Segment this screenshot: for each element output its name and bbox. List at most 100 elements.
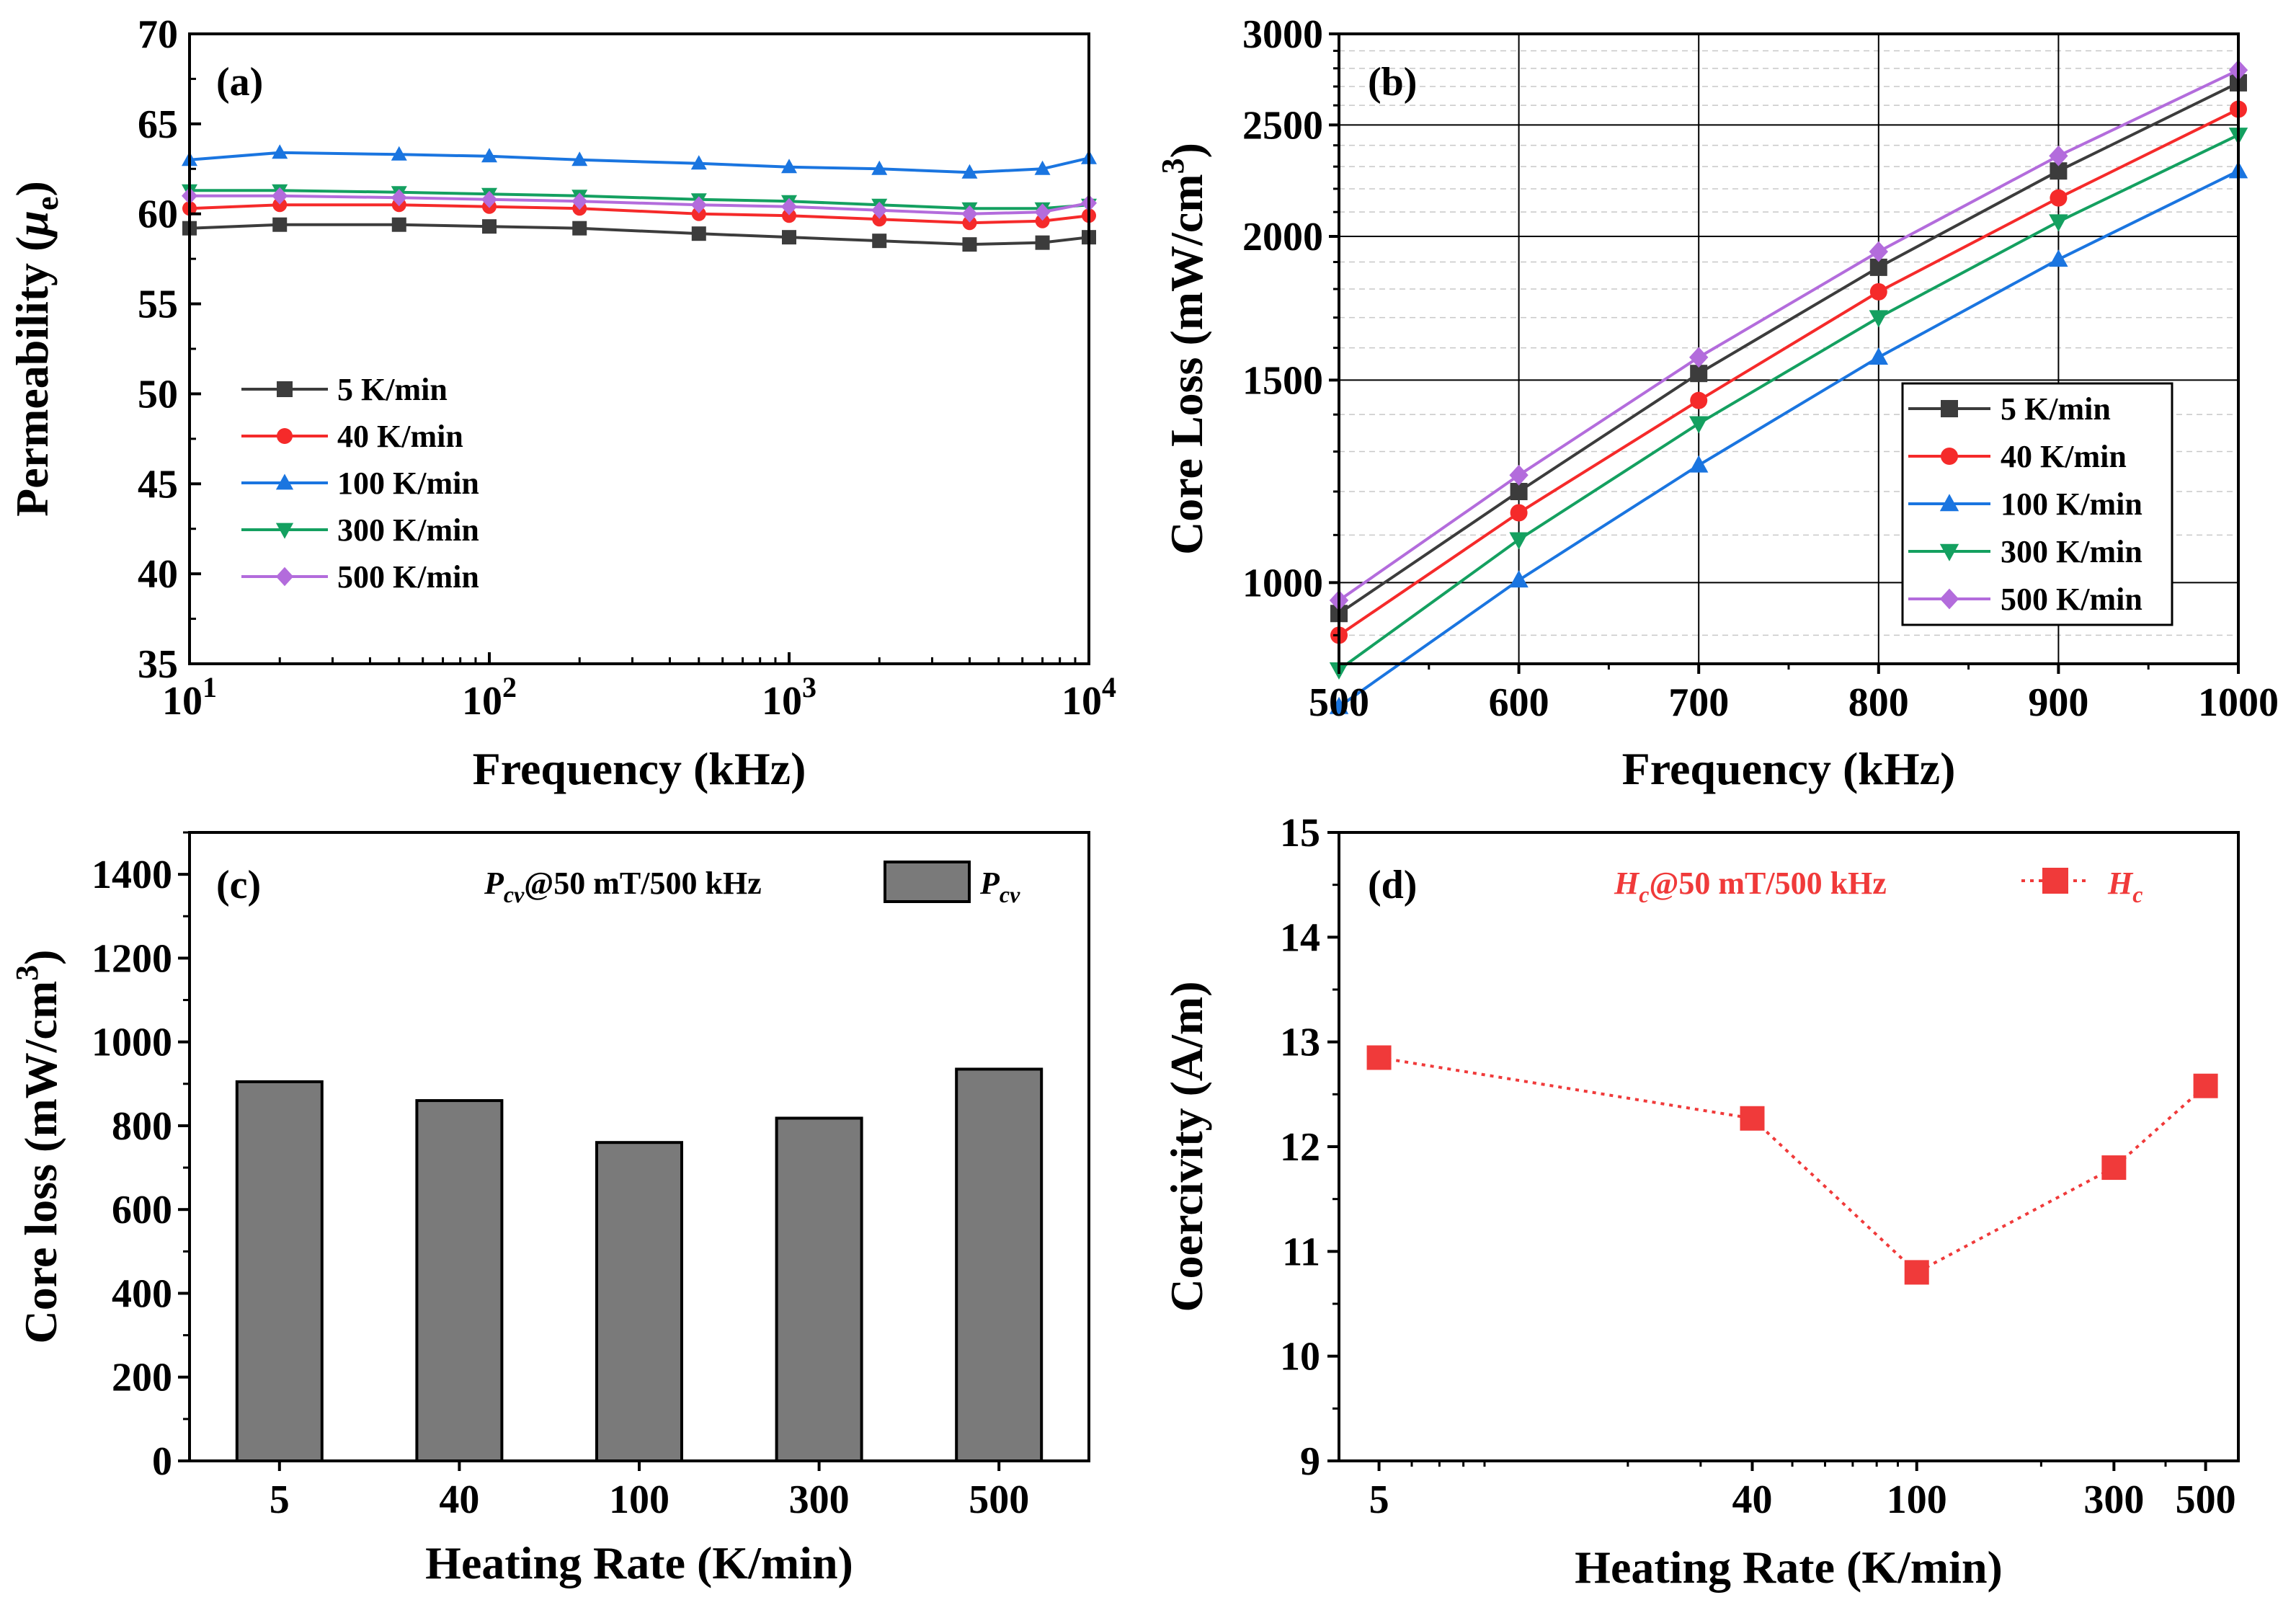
panel-d-legend-label: Hc: [2107, 866, 2143, 907]
d-xtick-label-0: 5: [1369, 1477, 1389, 1522]
panel-d-label: (d): [1368, 863, 1417, 907]
a-series-1-point-9: [1035, 213, 1050, 228]
a-series-0-point-3: [482, 219, 497, 234]
panel-d-axis-ticks: 9 10 11 12 13 14 15 5 40 100 300 500: [1280, 811, 2236, 1522]
a-xtick-base: 10: [1062, 679, 1102, 724]
panel-c-core-loss-bar-chart: 0 200 400 600 800 1000 1200 1400 5 40 100 300 500 (c…: [9, 831, 1090, 1588]
c-bar-40: [415, 1099, 504, 1462]
b-legend-marker-3: [1939, 543, 1959, 561]
c-xtick-label-4: 500: [969, 1477, 1029, 1522]
c-xtick-label-0: 5: [270, 1477, 290, 1522]
d-ytick-label-5: 14: [1280, 915, 1320, 960]
b-series-3-point-1: [1509, 532, 1529, 550]
a-xtick-exp: 2: [502, 671, 517, 703]
a-series-1-point-6: [782, 208, 796, 223]
a-series-4-point-8: [961, 205, 978, 223]
a-series-2-point-1: [272, 144, 288, 159]
b-ytick-label-3: 2500: [1242, 103, 1323, 148]
b-legend-marker-4: [1939, 588, 1959, 610]
b-series-2-point-3: [1869, 347, 1888, 365]
b-series-0-point-1: [1510, 483, 1528, 501]
a-xtick-base: 10: [162, 679, 203, 724]
a-series-2-point-5: [690, 155, 707, 170]
a-series-2-point-3: [481, 148, 497, 163]
panel-b-y-label-close: ): [1161, 143, 1212, 158]
panel-c-label: (c): [216, 863, 261, 907]
a-series-1-point-5: [691, 206, 706, 221]
a-series-0-point-4: [572, 221, 587, 236]
b-xtick-label-4: 900: [2028, 680, 2088, 725]
d-xtick-label-4: 500: [2176, 1477, 2236, 1522]
b-series-1-point-4: [2050, 189, 2068, 207]
d-xtick-label-3: 300: [2083, 1477, 2144, 1522]
b-legend-label-1: 40 K/min: [2001, 439, 2127, 474]
panel-c-y-axis-label: Core loss (mW/cm3): [9, 950, 66, 1344]
panel-b-series: [1329, 59, 2248, 714]
panel-c-y-label-close: ): [15, 950, 66, 965]
a-xtick-label-3: 104: [1062, 671, 1116, 724]
c-bar-100: [595, 1141, 683, 1462]
d-ytick-label-3: 12: [1280, 1125, 1320, 1170]
panel-d-y-axis-label: Coercivity (A/m): [1161, 981, 1212, 1312]
panel-a-x-axis-label: Frequency (kHz): [473, 743, 806, 794]
a-series-0-point-8: [962, 237, 977, 252]
b-series-line-2: [1338, 169, 2239, 708]
a-legend-label-2: 100 K/min: [337, 466, 479, 501]
a-series-1-point-7: [872, 212, 887, 227]
a-series-line-0: [189, 223, 1090, 246]
a-series-2-point-2: [391, 146, 407, 161]
c-ytick-label-0: 0: [152, 1439, 172, 1484]
a-series-4-point-9: [1034, 203, 1051, 221]
panel-b-axis-ticks: 1000 1500 2000 2500 3000 500 600 700 800 900 1000: [1242, 12, 2279, 725]
b-xtick-label-1: 600: [1489, 680, 1549, 725]
b-legend-marker-0: [1941, 400, 1958, 417]
a-xtick-label-1: 102: [462, 671, 517, 724]
d-series-line: [1379, 1056, 2207, 1274]
b-series-4-point-2: [1689, 347, 1709, 368]
panel-a-y-label-main: Permeability (: [6, 236, 58, 517]
c-ytick-label-5: 1000: [92, 1021, 172, 1065]
a-series-4-point-4: [571, 192, 588, 210]
panel-d-annot-rest: @50 mT/500 kHz: [1649, 866, 1886, 901]
b-xtick-label-3: 800: [1848, 680, 1909, 725]
c-ytick-label-4: 800: [112, 1104, 172, 1149]
a-xtick-base: 10: [462, 679, 502, 724]
panel-b-x-axis-label: Frequency (kHz): [1622, 743, 1956, 794]
b-series-3-point-3: [1869, 310, 1888, 328]
a-series-4-point-2: [391, 189, 407, 207]
panel-a-y-label-mu: μ: [6, 210, 58, 239]
c-xtick-label-3: 300: [789, 1477, 850, 1522]
panel-c-y-label-main: Core loss (mW/cm: [15, 981, 66, 1344]
panel-a-series: [182, 144, 1097, 252]
panel-a-y-axis-label: Permeability (μe): [6, 181, 65, 517]
b-ytick-label-0: 1000: [1242, 561, 1323, 605]
a-series-4-point-1: [272, 187, 288, 205]
panel-d-series: [1366, 1045, 2218, 1285]
d-point-0: [1366, 1045, 1392, 1070]
panel-c-x-axis-label: Heating Rate (K/min): [425, 1537, 853, 1588]
panel-b-label: (b): [1368, 60, 1417, 105]
b-ytick-label-1: 1500: [1242, 358, 1323, 403]
c-ytick-label-3: 600: [112, 1188, 172, 1232]
panel-c-legend-swatch: [884, 861, 971, 903]
d-point-2: [1904, 1260, 1929, 1285]
b-series-3-point-2: [1689, 416, 1709, 434]
a-series-2-point-8: [961, 164, 978, 179]
d-point-4: [2193, 1073, 2218, 1098]
panel-c-annotation: Pcv@50 mT/500 kHz: [484, 866, 762, 907]
a-legend-marker-2: [275, 474, 294, 490]
panel-a-y-label-close: ): [6, 181, 58, 196]
a-legend-label-0: 5 K/min: [337, 372, 448, 407]
panel-a-label: (a): [216, 60, 263, 105]
b-xtick-label-0: 500: [1309, 680, 1369, 725]
a-ytick-label-6: 65: [138, 102, 178, 147]
a-series-4-point-3: [481, 190, 497, 208]
d-ytick-label-1: 10: [1280, 1335, 1320, 1379]
a-legend-marker-3: [275, 523, 294, 539]
b-legend-marker-1: [1941, 448, 1958, 465]
panel-c-annot-main: P: [484, 866, 504, 901]
a-legend-label-3: 300 K/min: [337, 512, 479, 548]
a-series-2-point-4: [571, 151, 588, 166]
